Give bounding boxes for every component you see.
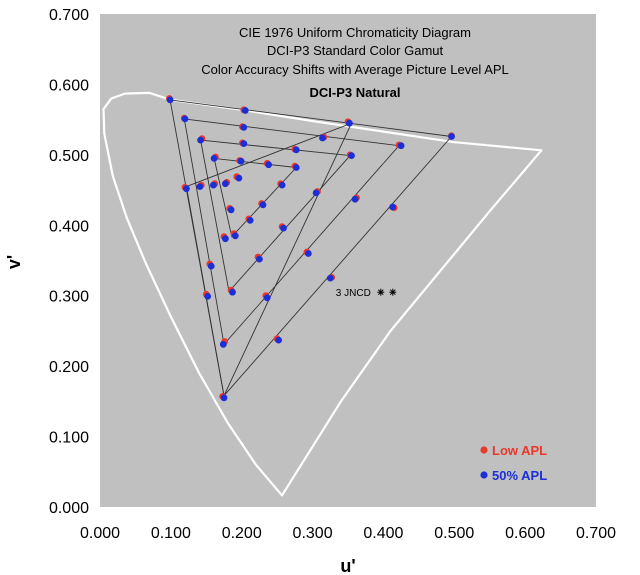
apl50-point-2 xyxy=(346,119,353,127)
y-tick-label-3: 0.300 xyxy=(49,289,89,306)
y-tick-label-1: 0.100 xyxy=(49,430,89,447)
apl50-point-23 xyxy=(259,201,267,209)
apl50-point-6 xyxy=(319,134,326,142)
y-tick-label-6: 0.600 xyxy=(49,77,89,94)
x-tick-label-4: 0.400 xyxy=(363,525,403,542)
apl50-point-40 xyxy=(220,394,228,402)
apl50-point-18 xyxy=(210,181,217,189)
apl50-point-9 xyxy=(240,140,248,148)
x-tick-label-2: 0.200 xyxy=(222,525,262,542)
jncd-marker-2 xyxy=(389,288,397,296)
apl50-point-33 xyxy=(263,294,271,302)
apl50-point-32 xyxy=(304,250,312,257)
gamut-triangle-2 xyxy=(183,118,400,346)
apl50-point-3 xyxy=(448,133,455,140)
apl50-point-15 xyxy=(292,164,300,171)
legend: Low APL 50% APL xyxy=(480,443,547,483)
legend-label-2: 50% APL xyxy=(492,468,547,483)
jncd-label: 3 JNCD xyxy=(336,288,371,299)
apl50-point-5 xyxy=(240,124,248,131)
apl50-point-29 xyxy=(231,232,239,240)
apl50-point-28 xyxy=(222,235,229,243)
apl50-point-14 xyxy=(265,161,272,169)
x-axis-label: u' xyxy=(340,556,355,575)
apl50-point-17 xyxy=(196,183,204,191)
x-tick-label-6: 0.600 xyxy=(505,525,545,542)
apl50-point-36 xyxy=(207,262,215,270)
x-tick-label-1: 0.100 xyxy=(151,525,191,542)
apl50-point-10 xyxy=(292,146,300,154)
apl50-point-12 xyxy=(210,155,218,162)
apl50-point-20 xyxy=(235,174,243,182)
apl50-point-37 xyxy=(326,274,334,282)
apl50-point-1 xyxy=(241,107,249,114)
title-block: CIE 1976 Uniform Chromaticity Diagram DC… xyxy=(201,25,509,100)
title-line-1: CIE 1976 Uniform Chromaticity Diagram xyxy=(239,25,471,40)
apl50-point-13 xyxy=(237,157,245,165)
apl50-point-26 xyxy=(351,195,359,203)
apl50-point-0 xyxy=(166,96,174,104)
apl50-point-7 xyxy=(397,142,405,150)
x-tick-label-3: 0.300 xyxy=(293,525,333,542)
apl50-point-38 xyxy=(275,336,282,344)
legend-marker-1 xyxy=(480,446,488,454)
apl50-point-27 xyxy=(389,203,396,211)
apl50-point-16 xyxy=(183,185,190,193)
title-line-2: DCI-P3 Standard Color Gamut xyxy=(267,43,444,58)
y-tick-label-5: 0.500 xyxy=(49,148,89,165)
y-axis-label: v' xyxy=(4,255,24,269)
apl50-point-35 xyxy=(204,293,212,300)
gamut-triangle-3 xyxy=(200,139,352,293)
spectral-locus xyxy=(102,91,543,497)
apl50-point-11 xyxy=(348,152,355,160)
jncd-marker-1 xyxy=(377,288,385,296)
y-tick-label-2: 0.200 xyxy=(49,359,89,376)
apl50-point-4 xyxy=(181,115,189,123)
jncd-annotation: 3 JNCD xyxy=(336,288,397,299)
apl50-point-25 xyxy=(312,189,320,197)
apl50-point-39 xyxy=(219,340,227,348)
apl50-point-24 xyxy=(278,181,286,189)
y-tick-label-7: 0.700 xyxy=(49,7,89,24)
apl50-point-30 xyxy=(256,255,263,263)
x-tick-label-0: 0.000 xyxy=(80,525,120,542)
apl50-point-22 xyxy=(246,217,254,224)
apl50-point-21 xyxy=(227,206,235,214)
title-line-3: Color Accuracy Shifts with Average Pictu… xyxy=(201,62,509,77)
apl50-point-8 xyxy=(197,136,205,144)
legend-marker-2 xyxy=(480,471,488,479)
y-tick-label-0: 0.000 xyxy=(49,500,89,517)
apl50-point-34 xyxy=(229,288,236,296)
x-tick-label-5: 0.500 xyxy=(434,525,474,542)
plot-area xyxy=(100,14,596,507)
legend-label-1: Low APL xyxy=(492,443,547,458)
apl50-point-19 xyxy=(222,180,229,188)
y-tick-label-4: 0.400 xyxy=(49,218,89,235)
apl50-point-31 xyxy=(280,224,287,232)
x-tick-label-7: 0.700 xyxy=(576,525,616,542)
subtitle: DCI-P3 Natural xyxy=(309,85,400,100)
